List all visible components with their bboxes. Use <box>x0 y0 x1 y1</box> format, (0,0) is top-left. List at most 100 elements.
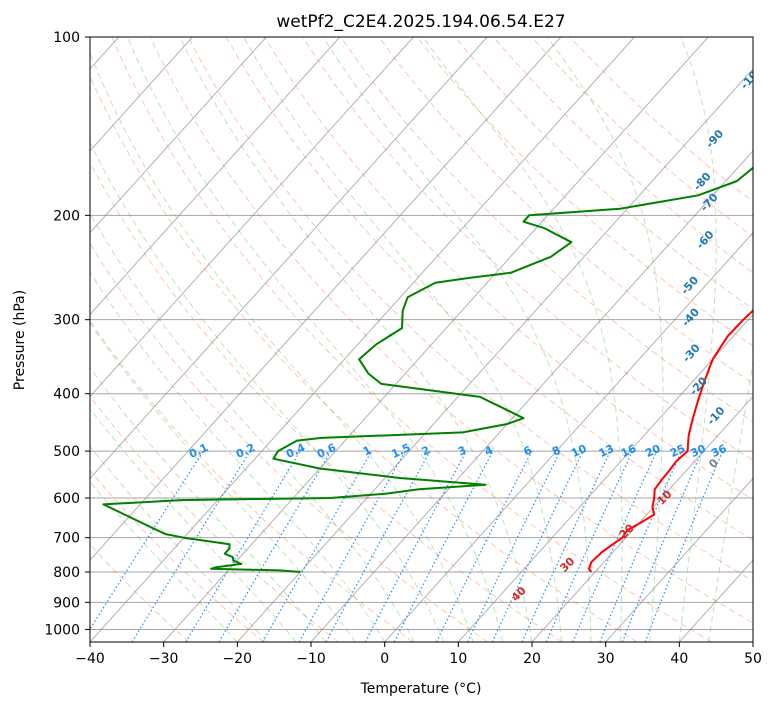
isotherm <box>531 395 753 642</box>
mixing-ratio-line <box>491 450 584 642</box>
mixing-ratio-label: 25 <box>668 442 687 460</box>
y-tick-label: 300 <box>53 313 80 329</box>
x-tick-label: 30 <box>597 651 615 667</box>
temperature-line <box>588 309 753 573</box>
isotherm <box>310 150 753 642</box>
mixing-ratio-label: 10 <box>569 442 589 460</box>
mixing-ratio-line <box>545 450 634 642</box>
x-tick-label: −40 <box>75 651 105 667</box>
dry-adiabat <box>90 242 488 642</box>
mixing-ratio-line <box>298 450 406 642</box>
dry-adiabat <box>531 37 753 238</box>
y-tick-label: 900 <box>53 595 80 611</box>
x-tick-label: 50 <box>744 651 762 667</box>
moist-adiabat <box>90 367 327 642</box>
moist-adiabat <box>90 51 474 642</box>
isotherm <box>90 37 414 398</box>
mixing-ratio-line <box>572 450 658 642</box>
x-tick-label: −20 <box>223 651 253 667</box>
x-tick-label: −10 <box>296 651 326 667</box>
x-tick-label: −30 <box>149 651 179 667</box>
moist-adiabat-label: -100 <box>738 62 766 91</box>
line-labels: 0.1 0.2 0.4 0.6 1 1.5 2 3 4 6 8 10 13 16 20 25 30 36-100-… <box>187 62 766 604</box>
series-layer <box>102 166 753 573</box>
dry-adiabat <box>90 543 190 642</box>
y-tick-label: 600 <box>53 491 80 507</box>
mixing-ratio-label: 0.1 <box>187 441 210 461</box>
isotherm <box>678 559 753 642</box>
x-tick-label: 10 <box>449 651 467 667</box>
dry-adiabat <box>90 320 414 642</box>
moist-adiabat <box>126 37 503 642</box>
isotherm <box>90 37 341 316</box>
moist-adiabat <box>90 322 356 642</box>
y-axis: 100 200 300 400 500 600 700 800 900 1000 <box>44 30 90 638</box>
moist-adiabat <box>90 141 445 642</box>
mixing-ratio-label: 20 <box>643 442 663 460</box>
mixing-ratio-label: 36 <box>709 442 729 460</box>
moist-adiabat <box>90 271 386 642</box>
background-lines <box>90 37 753 642</box>
x-axis-label: Temperature (°C) <box>360 681 482 697</box>
dry-adiabat <box>454 37 753 310</box>
y-tick-label: 400 <box>53 387 80 403</box>
moist-adiabat-label: -20 <box>687 374 710 398</box>
mixing-ratio-line <box>466 450 561 642</box>
mixing-ratio-line <box>599 450 682 642</box>
isotherm <box>236 68 753 642</box>
x-tick-label: 40 <box>670 651 688 667</box>
isotherm <box>90 37 267 234</box>
moist-adiabat-label: -30 <box>680 341 703 365</box>
mixing-ratio-label: 0.6 <box>315 441 338 461</box>
dry-adiabat <box>264 37 753 501</box>
moist-adiabat <box>90 407 297 642</box>
mixing-ratio-line <box>262 450 373 642</box>
moist-adiabat-label: -90 <box>703 127 726 151</box>
moist-adiabat <box>90 481 238 642</box>
dry-adiabat <box>149 37 753 624</box>
isotherm <box>457 313 753 642</box>
moist-adiabat <box>322 37 592 642</box>
dry-adiabat <box>90 469 264 642</box>
mixing-ratio-line <box>435 450 533 642</box>
dry-adiabat <box>416 37 753 347</box>
mixing-ratio-label: 0.4 <box>284 441 307 461</box>
isotherm <box>90 37 193 152</box>
mixing-ratio-label: 1.5 <box>389 441 412 461</box>
isotherm <box>163 37 709 642</box>
isotherm <box>752 641 753 642</box>
moist-adiabat <box>243 37 562 642</box>
moist-adiabat-label: -10 <box>705 404 728 428</box>
y-tick-label: 700 <box>53 531 80 547</box>
y-tick-label: 100 <box>53 30 80 46</box>
moist-adiabat <box>179 37 533 642</box>
isotherm <box>384 232 753 642</box>
dewpoint-line <box>102 166 753 573</box>
mixing-ratio-label: 16 <box>619 442 639 460</box>
y-tick-label: 1000 <box>44 622 80 638</box>
moist-adiabat-label: -40 <box>679 305 702 329</box>
isotherm <box>90 37 488 480</box>
mixing-ratio-label: 30 <box>689 442 709 460</box>
mixing-ratio-line <box>185 450 301 642</box>
moist-adiabat <box>678 37 717 642</box>
mixing-ratio-label: 13 <box>597 442 616 460</box>
mixing-ratio-label: 0.2 <box>234 441 257 461</box>
x-tick-label: 20 <box>523 651 541 667</box>
y-tick-label: 800 <box>53 565 80 581</box>
y-axis-label: Pressure (hPa) <box>12 290 28 390</box>
mixing-ratio-line <box>90 450 204 631</box>
y-tick-label: 500 <box>53 444 80 460</box>
y-tick-label: 200 <box>53 208 80 224</box>
dry-adiabat <box>111 37 712 642</box>
moist-adiabat-label: -60 <box>694 228 717 252</box>
mixing-ratio-line <box>325 450 431 642</box>
dry-adiabat <box>493 37 753 274</box>
dry-adiabat <box>90 395 339 642</box>
chart-title: wetPf2_C2E4.2025.194.06.54.E27 <box>276 12 565 32</box>
dry-adiabat <box>225 37 753 541</box>
plot-frame <box>89 36 754 643</box>
mixing-ratio-line <box>644 450 724 642</box>
mixing-ratio-line <box>364 450 467 642</box>
